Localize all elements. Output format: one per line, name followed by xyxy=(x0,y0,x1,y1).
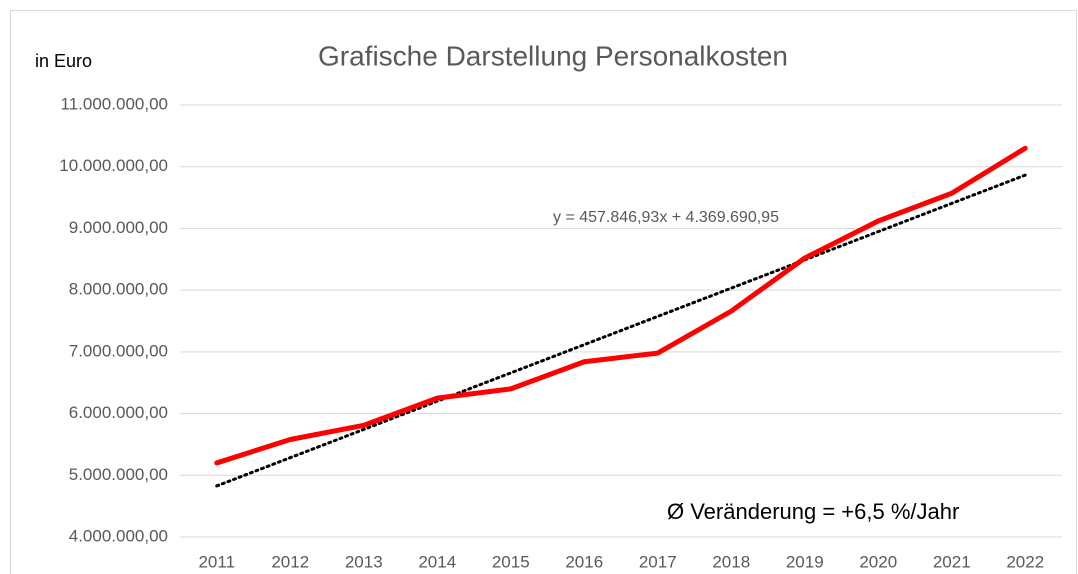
x-tick-label: 2018 xyxy=(712,552,750,571)
annotation: Ø Veränderung = +6,5 %/Jahr xyxy=(667,499,959,524)
y-tick-label: 10.000.000,00 xyxy=(59,156,168,175)
x-tick-label: 2022 xyxy=(1006,552,1044,571)
chart-border xyxy=(10,10,1077,574)
y-tick-label: 9.000.000,00 xyxy=(69,218,168,237)
trendline xyxy=(215,173,1027,488)
y-tick-label: 6.000.000,00 xyxy=(69,403,168,422)
x-tick-label: 2014 xyxy=(418,552,456,571)
y-tick-label: 7.000.000,00 xyxy=(69,341,168,360)
x-tick-label: 2015 xyxy=(492,552,530,571)
x-tick-label: 2021 xyxy=(933,552,971,571)
trendline-label: y = 457.846,93x + 4.369.690,95 xyxy=(553,209,779,226)
y-axis-label: in Euro xyxy=(35,51,92,71)
data-line xyxy=(214,145,1028,466)
x-tick-label: 2020 xyxy=(859,552,897,571)
x-tick-label: 2017 xyxy=(639,552,677,571)
chart-title: Grafische Darstellung Personalkosten xyxy=(318,40,788,71)
y-tick-label: 11.000.000,00 xyxy=(61,94,168,113)
y-tick-label: 8.000.000,00 xyxy=(69,280,168,299)
x-tick-label: 2012 xyxy=(271,552,309,571)
x-tick-label: 2011 xyxy=(198,552,235,571)
x-tick-label: 2013 xyxy=(345,552,383,571)
x-tick-label: 2019 xyxy=(786,552,824,571)
y-tick-label: 5.000.000,00 xyxy=(69,465,168,484)
y-tick-label: 4.000.000,00 xyxy=(69,526,168,545)
x-tick-label: 2016 xyxy=(565,552,603,571)
